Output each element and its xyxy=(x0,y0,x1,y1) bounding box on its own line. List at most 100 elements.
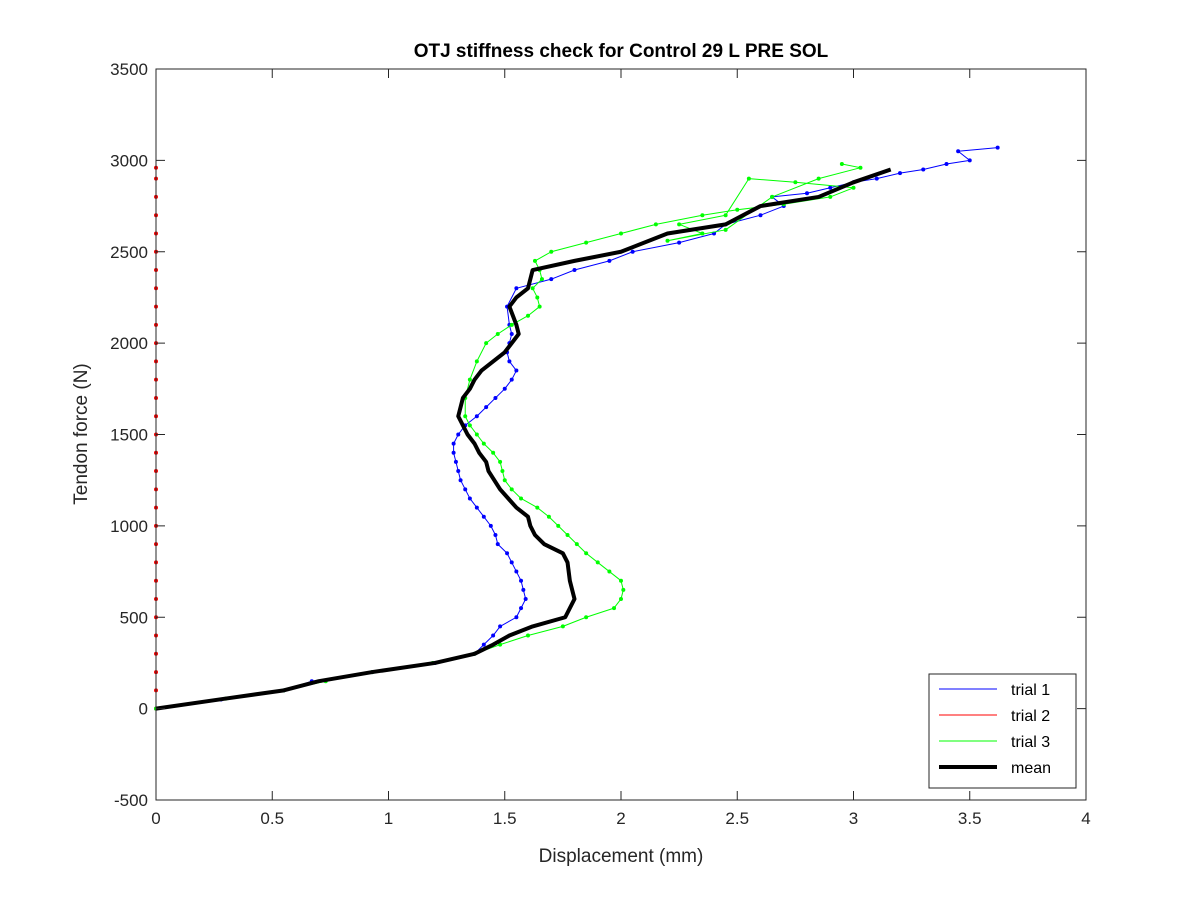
data-point xyxy=(458,478,463,483)
data-point xyxy=(535,505,540,510)
data-point xyxy=(619,596,623,601)
data-point xyxy=(491,450,496,455)
data-point xyxy=(509,322,514,327)
data-point xyxy=(474,505,479,510)
data-point xyxy=(607,258,612,263)
data-point xyxy=(514,368,519,373)
x-tick-label: 1.5 xyxy=(493,809,517,828)
data-point xyxy=(519,606,524,611)
x-tick-label: 1 xyxy=(384,809,393,828)
data-point xyxy=(619,578,623,583)
data-point xyxy=(572,268,577,273)
data-point xyxy=(630,249,635,254)
data-point xyxy=(793,180,798,185)
x-tick-label: 3.5 xyxy=(958,809,982,828)
data-point xyxy=(488,523,493,528)
data-point xyxy=(677,222,682,227)
x-tick-label: 3 xyxy=(849,809,858,828)
data-point xyxy=(519,578,524,583)
data-point xyxy=(653,222,658,227)
data-point xyxy=(495,331,500,336)
data-point xyxy=(491,633,496,638)
data-point xyxy=(509,487,514,492)
data-point xyxy=(498,642,503,647)
data-point xyxy=(467,377,472,382)
series-line-mean xyxy=(155,167,892,711)
data-point xyxy=(500,469,505,474)
data-point xyxy=(723,227,728,232)
data-point xyxy=(665,238,670,243)
data-point xyxy=(451,450,456,455)
data-point xyxy=(537,304,542,309)
data-point xyxy=(851,185,856,190)
data-point xyxy=(595,560,600,565)
data-point xyxy=(816,176,821,181)
data-point xyxy=(556,523,561,528)
data-point xyxy=(858,165,863,170)
data-point xyxy=(481,441,486,446)
data-point xyxy=(509,331,514,336)
data-point xyxy=(456,432,461,437)
legend-item: trial 1 xyxy=(939,682,1050,699)
x-axis-label: Displacement (mm) xyxy=(539,846,704,867)
y-tick-label: 500 xyxy=(120,608,148,627)
data-point xyxy=(723,213,728,218)
data-point xyxy=(874,176,879,181)
data-point xyxy=(574,542,579,547)
data-point xyxy=(549,277,554,282)
data-point xyxy=(509,560,514,565)
data-point xyxy=(514,286,519,291)
data-point xyxy=(526,633,530,638)
data-point xyxy=(463,414,468,419)
data-point xyxy=(467,496,472,501)
data-point xyxy=(584,615,589,620)
x-tick-label: 2.5 xyxy=(725,809,749,828)
data-point xyxy=(839,162,844,167)
data-point xyxy=(493,395,498,400)
x-tick-label: 2 xyxy=(616,809,625,828)
data-point xyxy=(456,469,461,474)
legend-item: trial 3 xyxy=(939,734,1050,751)
data-point xyxy=(484,405,489,410)
data-point xyxy=(514,615,519,620)
legend-item: mean xyxy=(939,760,1051,777)
data-point xyxy=(898,171,902,176)
chart-title: OTJ stiffness check for Control 29 L PRE… xyxy=(414,41,829,62)
data-point xyxy=(481,642,486,647)
data-point xyxy=(621,587,626,592)
data-point xyxy=(474,414,479,419)
data-point xyxy=(493,533,498,538)
data-point xyxy=(770,194,775,199)
axes: 0 0.5 1 1.5 2 2.5 3 3.5 4-5000500100015002000250… xyxy=(110,60,1091,828)
data-point xyxy=(532,258,537,263)
data-point xyxy=(451,441,456,446)
x-tick-label: 0 xyxy=(151,809,160,828)
data-point xyxy=(549,249,554,254)
data-point xyxy=(967,158,972,163)
data-point xyxy=(467,423,472,428)
data-point xyxy=(546,514,551,519)
data-point xyxy=(509,377,514,382)
data-point xyxy=(828,185,833,190)
data-point xyxy=(539,277,544,282)
legend-label: trial 2 xyxy=(1011,708,1050,725)
data-point xyxy=(507,359,512,364)
data-point xyxy=(526,313,530,318)
data-point xyxy=(484,341,489,346)
legend-box xyxy=(928,673,1077,789)
legend-label: trial 1 xyxy=(1011,682,1050,699)
data-point xyxy=(565,533,570,538)
y-tick-label: 3500 xyxy=(110,60,148,79)
data-point xyxy=(828,194,833,199)
data-point xyxy=(584,551,589,556)
y-tick-label: 2500 xyxy=(110,243,148,262)
data-point xyxy=(495,542,500,547)
data-point xyxy=(530,286,535,291)
data-point xyxy=(677,240,682,245)
data-point xyxy=(700,213,705,218)
data-point xyxy=(619,231,623,236)
y-tick-label: 2000 xyxy=(110,334,148,353)
y-tick-label: 3000 xyxy=(110,151,148,170)
y-axis-label: Tendon force (N) xyxy=(71,363,92,505)
